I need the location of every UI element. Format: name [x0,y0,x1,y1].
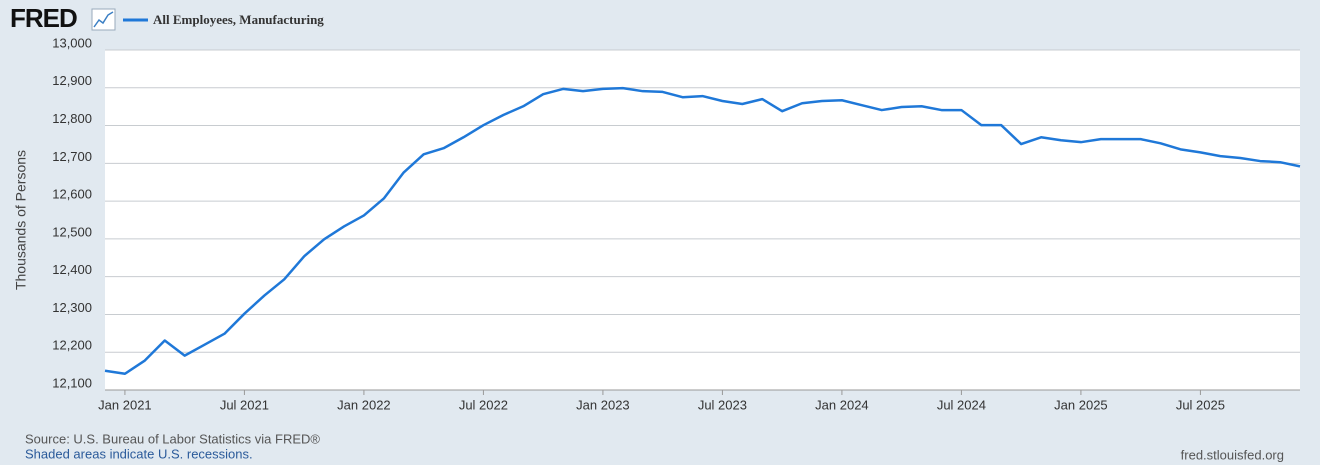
x-tick-label: Jan 2025 [1054,397,1108,412]
y-tick-label: 12,400 [52,262,92,277]
x-tick-label: Jul 2025 [1176,397,1225,412]
x-tick-label: Jan 2024 [815,397,869,412]
y-tick-label: 12,300 [52,300,92,315]
x-tick-label: Jul 2023 [698,397,747,412]
y-tick-label: 12,100 [52,375,92,390]
y-tick-label: 12,600 [52,187,92,202]
logo-icon [91,8,116,31]
site-link[interactable]: fred.stlouisfed.org [1181,447,1284,462]
y-tick-label: 12,500 [52,224,92,239]
x-tick-label: Jul 2021 [220,397,269,412]
x-tick-label: Jan 2022 [337,397,391,412]
y-tick-label: 12,700 [52,149,92,164]
source: Source: U.S. Bureau of Labor Statistics … [25,431,320,446]
y-tick-label: 12,200 [52,338,92,353]
recession-note[interactable]: Shaded areas indicate U.S. recessions. [25,446,253,461]
y-axis-label: Thousands of Persons [13,150,29,290]
y-tick-label: 12,800 [52,111,92,126]
y-tick-label: 13,000 [52,35,92,50]
y-tick-label: 12,900 [52,73,92,88]
x-tick-label: Jul 2022 [459,397,508,412]
logo: FRED [10,3,77,33]
x-tick-label: Jan 2023 [576,397,630,412]
series-line [104,86,1301,376]
x-tick-label: Jan 2021 [98,397,152,412]
plot-area [105,50,1300,390]
x-tick-label: Jul 2024 [937,397,986,412]
legend-label: All Employees, Manufacturing [153,12,324,27]
